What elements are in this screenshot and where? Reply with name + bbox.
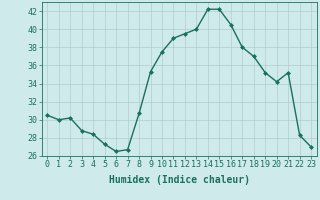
X-axis label: Humidex (Indice chaleur): Humidex (Indice chaleur) [109,175,250,185]
